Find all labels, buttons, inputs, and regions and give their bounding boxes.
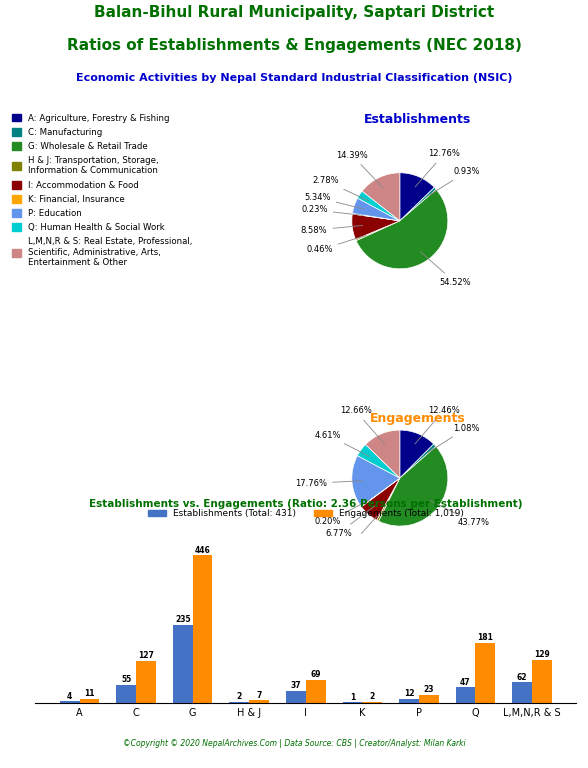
Wedge shape [358, 191, 400, 221]
Text: 7: 7 [256, 690, 262, 700]
Text: Establishments: Establishments [364, 113, 471, 125]
Text: 54.52%: 54.52% [420, 252, 471, 286]
Text: Engagements: Engagements [370, 412, 465, 425]
Text: 43.77%: 43.77% [430, 501, 490, 527]
Bar [532, 660, 552, 703]
Text: 23: 23 [423, 686, 434, 694]
Text: 2: 2 [237, 693, 242, 701]
Text: Balan-Bihul Rural Municipality, Saptari District: Balan-Bihul Rural Municipality, Saptari … [94, 5, 494, 20]
Text: 235: 235 [175, 615, 191, 624]
Text: 5.34%: 5.34% [304, 193, 365, 209]
Text: Ratios of Establishments & Engagements (NEC 2018): Ratios of Establishments & Engagements (… [66, 38, 522, 53]
Text: 0.20%: 0.20% [315, 500, 370, 526]
Wedge shape [362, 173, 400, 221]
Text: 69: 69 [310, 670, 321, 679]
Bar [116, 684, 136, 703]
Text: 4: 4 [67, 692, 72, 700]
Text: 181: 181 [477, 634, 493, 642]
Wedge shape [400, 173, 435, 221]
Legend: A: Agriculture, Forestry & Fishing, C: Manufacturing, G: Wholesale & Retail Trad: A: Agriculture, Forestry & Fishing, C: M… [10, 112, 195, 269]
Wedge shape [377, 478, 400, 521]
Text: 1.08%: 1.08% [427, 424, 480, 453]
Text: Economic Activities by Nepal Standard Industrial Classification (NSIC): Economic Activities by Nepal Standard In… [76, 73, 512, 83]
Text: 12.76%: 12.76% [415, 149, 460, 187]
Bar [419, 695, 439, 703]
Bar [173, 625, 193, 703]
Text: 1: 1 [350, 693, 355, 702]
Text: 11: 11 [84, 690, 95, 698]
Wedge shape [379, 446, 448, 526]
Text: 12.46%: 12.46% [415, 406, 459, 444]
Wedge shape [366, 430, 400, 478]
Bar [79, 699, 99, 703]
Text: 55: 55 [121, 675, 131, 684]
Wedge shape [362, 478, 400, 520]
Bar [249, 700, 269, 703]
Text: 0.23%: 0.23% [301, 206, 363, 215]
Text: 0.46%: 0.46% [306, 236, 366, 254]
Wedge shape [352, 214, 400, 221]
Wedge shape [400, 430, 434, 478]
Text: 2: 2 [369, 693, 375, 701]
Wedge shape [356, 190, 448, 269]
Text: 127: 127 [138, 651, 154, 660]
Wedge shape [352, 214, 400, 240]
Text: 8.58%: 8.58% [301, 226, 363, 234]
Wedge shape [361, 478, 400, 507]
Text: 129: 129 [534, 650, 550, 660]
Text: 446: 446 [195, 546, 211, 554]
Bar [136, 660, 156, 703]
Text: 47: 47 [460, 677, 471, 687]
Wedge shape [400, 444, 436, 478]
Wedge shape [400, 187, 436, 221]
Bar [60, 701, 79, 703]
Bar [306, 680, 326, 703]
Wedge shape [352, 455, 400, 506]
Wedge shape [358, 445, 400, 478]
Bar [512, 682, 532, 703]
Wedge shape [356, 221, 400, 240]
Text: 12: 12 [404, 689, 414, 698]
Text: 62: 62 [517, 673, 527, 681]
Text: 4.61%: 4.61% [315, 431, 369, 456]
Legend: Establishments (Total: 431), Engagements (Total: 1,019): Establishments (Total: 431), Engagements… [144, 506, 467, 522]
Text: 14.39%: 14.39% [336, 151, 383, 187]
Text: 17.76%: 17.76% [295, 478, 363, 488]
Bar [475, 643, 495, 703]
Wedge shape [352, 198, 400, 221]
Text: 0.93%: 0.93% [427, 167, 480, 196]
Bar [399, 699, 419, 703]
Text: 2.78%: 2.78% [312, 177, 369, 200]
Bar [286, 690, 306, 703]
Title: Establishments vs. Engagements (Ratio: 2.36 Persons per Establishment): Establishments vs. Engagements (Ratio: 2… [89, 499, 523, 509]
Bar [456, 687, 475, 703]
Text: ©Copyright © 2020 NepalArchives.Com | Data Source: CBS | Creator/Analyst: Milan : ©Copyright © 2020 NepalArchives.Com | Da… [123, 739, 465, 747]
Text: 37: 37 [290, 681, 301, 690]
Text: 0.69%: 0.69% [340, 511, 382, 548]
Bar [193, 555, 212, 703]
Text: 12.66%: 12.66% [340, 406, 385, 444]
Text: 6.77%: 6.77% [325, 506, 375, 538]
